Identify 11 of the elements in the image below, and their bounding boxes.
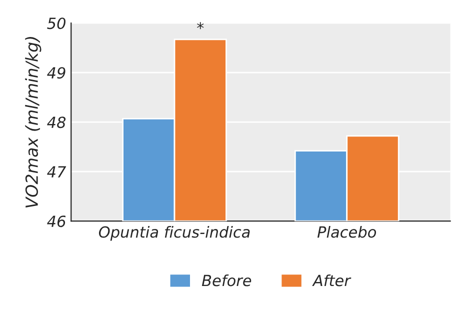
legend-label: After <box>312 274 352 286</box>
x-tick-label: Opuntia ficus-indica <box>98 226 250 241</box>
legend-label: Before <box>202 274 252 286</box>
x-tick-label: Placebo <box>317 226 376 238</box>
y-axis-title: VO2max (ml/min/kg) <box>25 37 42 208</box>
annotation: * <box>197 22 204 30</box>
y-tick-label: 46 <box>47 216 66 228</box>
y-tick-label: 47 <box>47 166 66 178</box>
y-tick-label: 49 <box>47 67 66 79</box>
y-tick-label: 50 <box>47 18 66 30</box>
y-tick-label: 48 <box>47 116 66 128</box>
